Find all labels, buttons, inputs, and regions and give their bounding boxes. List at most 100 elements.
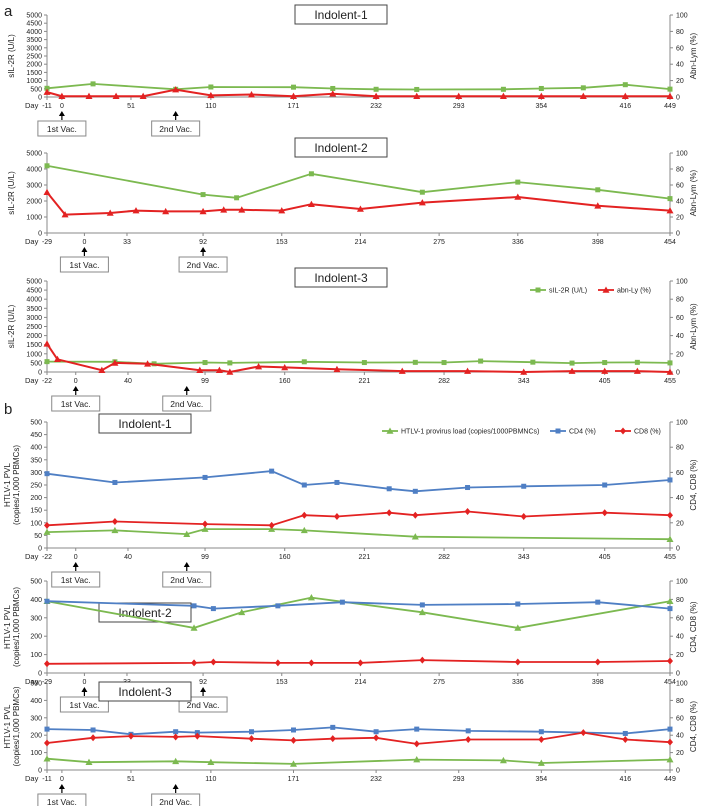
data-point-red [194, 732, 201, 740]
data-point-blue [622, 730, 628, 736]
data-point-red [333, 513, 340, 520]
x-tick-label: 354 [535, 103, 547, 110]
data-point-green [580, 85, 586, 91]
x-tick-label: 354 [535, 776, 547, 783]
x-tick-label: 99 [201, 378, 209, 385]
vaccination-label: 1st Vac. [69, 260, 99, 270]
data-point-green [44, 359, 50, 365]
y-left-tick-label: 500 [30, 360, 42, 367]
data-point-red [61, 211, 69, 218]
y-right-axis-label: CD4, CD8 (%) [689, 701, 698, 752]
data-point-green [622, 82, 628, 88]
y-left-tick-label: 5000 [26, 279, 42, 286]
y-left-tick-label: 400 [30, 445, 42, 452]
y-left-tick-label: 0 [38, 546, 42, 553]
data-point-red [538, 736, 545, 744]
data-point-green [290, 84, 296, 90]
vaccination-arrowhead [200, 687, 207, 692]
data-point-green [595, 187, 601, 193]
data-point-red [85, 92, 93, 99]
y-left-tick-label: 300 [30, 615, 42, 622]
chart-title-box [98, 602, 192, 623]
vaccination-label: 2nd Vac. [187, 260, 220, 270]
x-axis-label: Day [25, 774, 39, 783]
data-point-red [413, 740, 420, 748]
vaccination-label: 1st Vac. [61, 399, 91, 409]
x-tick-label: 153 [276, 239, 288, 246]
series-line-blue [46, 470, 671, 493]
vaccination-arrowhead [72, 386, 79, 391]
data-point-green [234, 195, 240, 201]
data-point-green [207, 758, 215, 765]
data-point-red [621, 92, 629, 99]
vaccination-label-box [37, 120, 87, 137]
x-tick-label: 171 [288, 776, 300, 783]
y-left-tick-label: 2500 [26, 54, 42, 61]
x-tick-label: 0 [82, 679, 86, 686]
data-point-red [514, 193, 522, 200]
series-line-blue [46, 726, 671, 736]
data-point-green [667, 360, 673, 366]
y-right-tick-label: 60 [676, 715, 684, 722]
x-tick-label: 454 [664, 239, 676, 246]
vaccination-arrowhead [172, 784, 179, 789]
y-left-tick-label: 0 [38, 671, 42, 678]
legend-swatch-marker [555, 428, 561, 434]
data-point-red [248, 735, 255, 743]
y-right-tick-label: 100 [676, 579, 688, 586]
vaccination-label-box [37, 793, 87, 806]
legend-swatch-marker [620, 427, 626, 435]
chart-title-box [294, 4, 388, 25]
x-tick-label: 92 [199, 239, 207, 246]
x-tick-label: -29 [42, 239, 52, 246]
data-point-blue [465, 728, 471, 734]
data-point-green [43, 755, 51, 762]
data-point-blue [465, 485, 471, 491]
data-point-green [301, 359, 307, 365]
data-point-red [666, 207, 674, 214]
legend: HTLV-1 provirus load (copies/1000PBMNCs)… [382, 427, 661, 436]
data-point-green [666, 535, 674, 542]
data-point-red [580, 729, 587, 737]
vaccination-label: 2nd Vac. [170, 399, 203, 409]
data-point-red [162, 207, 170, 215]
data-point-red [207, 91, 215, 99]
data-point-red [111, 518, 118, 526]
y-right-tick-label: 0 [676, 671, 680, 678]
x-tick-label: 92 [199, 679, 207, 686]
x-tick-label: -22 [42, 378, 52, 385]
data-point-blue [44, 598, 50, 604]
data-point-blue [269, 468, 275, 474]
chart-title-box [98, 413, 192, 434]
x-tick-label: 0 [82, 239, 86, 246]
y-right-tick-label: 80 [676, 445, 684, 452]
data-point-blue [44, 726, 50, 732]
y-right-axis-label: CD4, CD8 (%) [689, 459, 698, 510]
x-tick-label: -11 [42, 776, 52, 783]
y-left-tick-label: 0 [38, 370, 42, 377]
x-tick-label: 110 [205, 103, 216, 110]
y-right-tick-label: 100 [676, 681, 688, 688]
y-right-tick-label: 0 [676, 768, 680, 775]
y-right-tick-label: 60 [676, 45, 684, 52]
x-tick-label: 0 [74, 554, 78, 561]
data-point-red [356, 205, 364, 212]
x-tick-label: 214 [355, 239, 367, 246]
data-point-blue [290, 727, 296, 733]
data-point-red [210, 658, 217, 666]
y-left-axis-label: sIL-2R (U/L) [7, 34, 16, 78]
y-right-axis-label: Abn-Lym (%) [689, 303, 698, 350]
y-right-tick-label: 60 [676, 470, 684, 477]
data-point-red [372, 92, 380, 99]
series-line-red [46, 510, 671, 527]
y-left-tick-label: 1500 [26, 342, 42, 349]
x-tick-label: 160 [279, 378, 291, 385]
panel-label-b: b [4, 401, 12, 418]
y-right-tick-label: 60 [676, 183, 684, 190]
data-point-blue [373, 729, 379, 735]
chart-title-box [294, 137, 388, 158]
data-point-green [330, 85, 336, 91]
y-left-tick-label: 50 [34, 533, 42, 540]
y-right-tick-label: 20 [676, 78, 684, 85]
